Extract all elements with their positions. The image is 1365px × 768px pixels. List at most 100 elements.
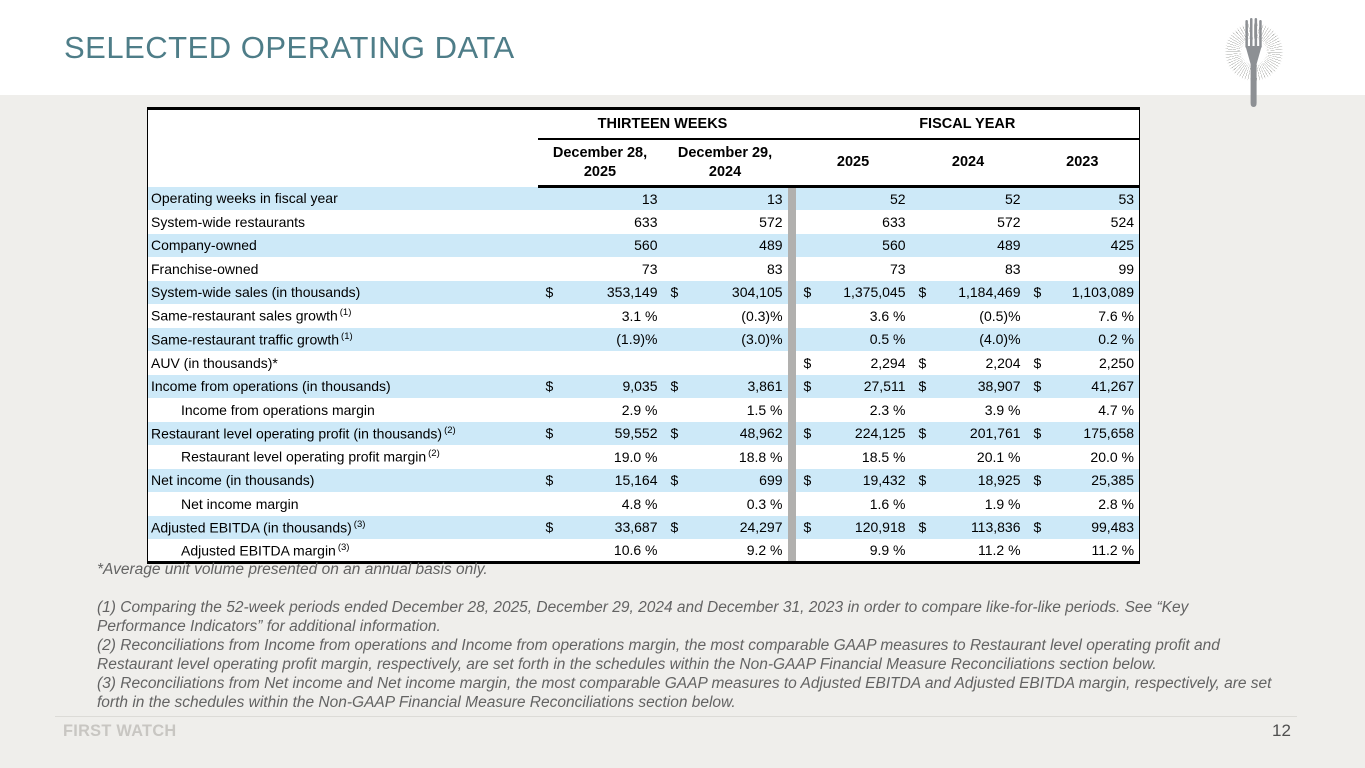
dollar-sign: $ [918, 378, 927, 395]
value-text: 1,184,469 [958, 284, 1021, 301]
table-row: Same-restaurant sales growth (1) 3.1 % (0.3… [148, 304, 1140, 328]
cell-value: 18.8 % [663, 445, 788, 469]
footnote-marker: (3) [337, 541, 350, 553]
col-header-dec-28-2025: December 28, 2025 [537, 139, 663, 188]
cell-value: (4.0)% [911, 328, 1026, 352]
dollar-sign: $ [1033, 472, 1042, 489]
row-label: Same-restaurant sales growth (1) [151, 307, 352, 325]
dollar-sign: $ [670, 472, 679, 489]
value-text: 52 [889, 191, 906, 207]
cell-value: (0.3)% [663, 304, 788, 328]
value-text: 99 [1118, 260, 1135, 277]
value-text: 73 [889, 260, 906, 277]
section-divider [787, 210, 796, 234]
value-text: 10.6 % [613, 542, 658, 558]
value-text: 19,432 [862, 472, 906, 489]
value-text: (0.3)% [741, 307, 783, 324]
row-label: System-wide restaurants [151, 213, 306, 230]
cell-value: $1,184,469 [911, 281, 1026, 305]
cell-value: $1,375,045 [796, 281, 911, 305]
section-divider [787, 421, 796, 445]
value-text: 1.5 % [746, 401, 783, 418]
footnote-marker: (3) [353, 518, 366, 530]
cell-value: 19.0 % [538, 445, 663, 469]
cell-value: 13 [538, 187, 663, 211]
section-divider [787, 233, 796, 257]
value-text: 1.6 % [869, 495, 906, 512]
table-body: Operating weeks in fiscal year 13 13 52 52 53… [147, 186, 1140, 563]
cell-value: $48,962 [663, 422, 788, 446]
cell-value: $38,907 [911, 375, 1026, 399]
value-text: 572 [759, 213, 783, 230]
value-text: 524 [1110, 213, 1135, 230]
cell-value: 3.6 % [796, 304, 911, 328]
value-text: 48,962 [739, 425, 783, 442]
dollar-sign: $ [918, 284, 927, 301]
cell-value: 11.2 % [911, 539, 1026, 563]
row-label: Adjusted EBITDA (in thousands) (3) [151, 518, 366, 536]
value-text: 3.6 % [869, 307, 906, 324]
cell-value: $41,267 [1026, 375, 1140, 399]
footnote-marker: (2) [428, 448, 440, 460]
cell-value: 572 [911, 210, 1026, 234]
value-text: 572 [997, 213, 1021, 230]
dollar-sign: $ [545, 519, 554, 536]
row-label: Franchise-owned [151, 260, 259, 277]
table-row: Same-restaurant traffic growth (1) (1.9)% (… [147, 327, 1140, 352]
cell-value: (1.9)% [538, 328, 663, 352]
dollar-sign: $ [1033, 425, 1042, 442]
cell-value: 524 [1026, 210, 1140, 234]
footnote-3: (3) Reconciliations from Net income and … [97, 675, 1272, 712]
cell-value: $2,204 [911, 351, 1026, 375]
dollar-sign: $ [918, 472, 927, 489]
value-text: (3.0)% [741, 331, 783, 348]
cell-value: 633 [796, 210, 911, 234]
table-row: Company-owned 560 489 560 489 425 [147, 233, 1140, 258]
col-header-2023: 2023 [1025, 139, 1140, 188]
cell-value: 73 [538, 257, 663, 281]
cell-value: 0.2 % [1026, 328, 1140, 352]
footer-divider [55, 716, 1297, 717]
value-text: 2.3 % [869, 401, 906, 418]
cell-value: 0.3 % [663, 492, 788, 516]
value-text: (4.0)% [979, 331, 1021, 348]
value-text: 41,267 [1091, 378, 1135, 395]
cell-value: 560 [538, 234, 663, 258]
footnote-marker: (2) [444, 424, 456, 436]
section-divider [787, 257, 796, 281]
value-text: 7.6 % [1098, 307, 1135, 324]
table-row: Adjusted EBITDA margin (3) 10.6 % 9.2 % 9.9 … [148, 539, 1140, 563]
cell-value: $2,294 [796, 351, 911, 375]
value-text: 19.0 % [613, 448, 658, 465]
section-divider [787, 304, 796, 328]
cell-value: $353,149 [538, 281, 663, 305]
value-text: 304,105 [731, 284, 783, 301]
value-text: 113,836 [970, 519, 1021, 536]
value-text: 489 [759, 237, 783, 254]
value-text: 489 [997, 237, 1021, 254]
col-group-thirteen-weeks: THIRTEEN WEEKS [537, 108, 788, 140]
section-divider [787, 186, 796, 210]
cell-value: 83 [911, 257, 1026, 281]
value-text: 13 [641, 191, 658, 207]
cell-value: $18,925 [911, 469, 1026, 493]
cell-value: $27,511 [796, 375, 911, 399]
row-label: Income from operations margin [181, 401, 375, 418]
dollar-sign: $ [1033, 378, 1042, 395]
value-text: 53 [1118, 191, 1135, 207]
section-divider [787, 539, 796, 563]
row-label: System-wide sales (in thousands) [151, 284, 361, 301]
dollar-sign: $ [670, 378, 679, 395]
col-header-gap [787, 139, 796, 188]
section-divider [787, 351, 796, 375]
value-text: 27,511 [863, 378, 906, 395]
row-label: Company-owned [151, 237, 257, 254]
table-row: Net income margin 4.8 % 0.3 % 1.6 % 1.9 % 2.8… [148, 492, 1140, 516]
value-text: 425 [1110, 237, 1135, 254]
value-text: 18.5 % [861, 448, 906, 465]
table-row: Adjusted EBITDA (in thousands) (3) $33,687… [147, 515, 1140, 539]
dollar-sign: $ [670, 425, 679, 442]
value-text: 25,385 [1091, 472, 1135, 489]
cell-value: 2.8 % [1026, 492, 1140, 516]
section-divider [787, 280, 796, 304]
